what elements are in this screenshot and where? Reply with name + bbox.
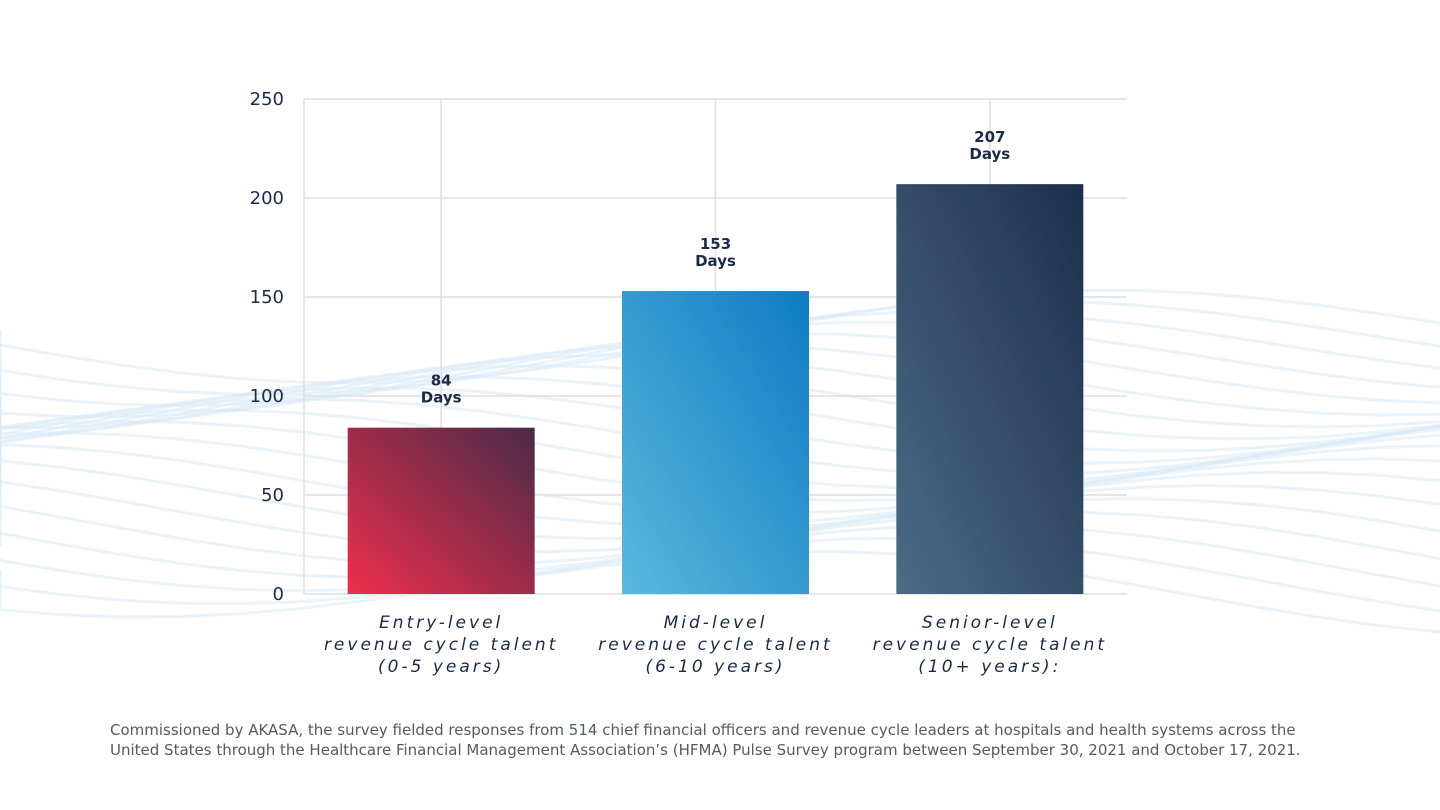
category-label: revenue cycle talent	[873, 635, 1107, 655]
category-label: Senior-level	[922, 613, 1058, 633]
category-label: revenue cycle talent	[598, 635, 832, 655]
data-label-unit: Days	[969, 145, 1010, 163]
data-label-value: 84	[431, 372, 452, 390]
category-label: (10+ years):	[918, 657, 1061, 677]
survey-footnote: Commissioned by AKASA, the survey fielde…	[110, 721, 1301, 759]
y-tick-label: 150	[250, 287, 284, 308]
category-label: (0-5 years)	[378, 657, 504, 677]
bar	[347, 427, 535, 594]
data-label-unit: Days	[421, 389, 462, 407]
y-tick-label: 0	[273, 584, 284, 605]
data-label-unit: Days	[695, 252, 736, 270]
bars	[347, 184, 1084, 594]
category-label: revenue cycle talent	[324, 635, 558, 655]
bar	[896, 184, 1084, 594]
category-label: (6-10 years)	[645, 657, 785, 677]
y-tick-label: 250	[250, 89, 284, 110]
data-label-value: 153	[700, 235, 731, 253]
category-label: Mid-level	[664, 613, 768, 633]
y-tick-label: 50	[261, 485, 284, 506]
y-tick-label: 100	[250, 386, 284, 407]
category-label: Entry-level	[379, 613, 503, 633]
y-axis-ticks: 0 50 100 150 200 250	[250, 89, 284, 605]
bar	[622, 291, 809, 594]
data-label-value: 207	[974, 128, 1005, 146]
y-tick-label: 200	[250, 188, 284, 209]
